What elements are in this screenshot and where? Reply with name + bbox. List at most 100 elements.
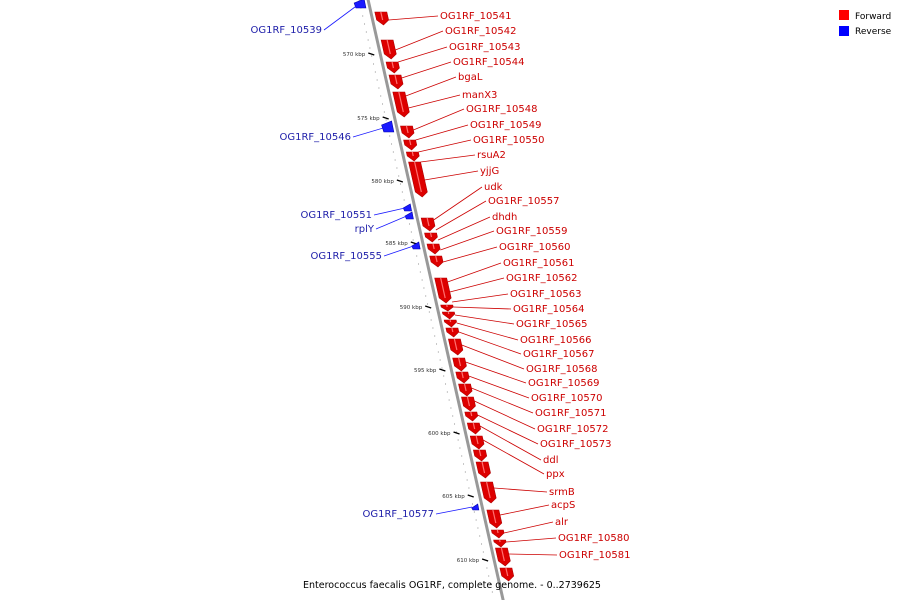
leader-line [437, 216, 491, 241]
map-caption: Enterococcus faecalis OG1RF, complete ge… [303, 580, 601, 591]
ruler-dot [394, 159, 396, 161]
ruler-dot [457, 439, 459, 441]
ruler-dot [468, 487, 470, 489]
leader-line [477, 414, 539, 445]
leader-line [447, 262, 502, 283]
ruler-dot [430, 319, 432, 321]
gene-highlight [380, 11, 384, 21]
tick-label: 580 kbp [371, 179, 394, 185]
ruler-dot [371, 55, 373, 57]
gene-highlight [429, 232, 433, 238]
ruler-dots [358, 0, 493, 593]
gene-label-acps: acpS [551, 500, 575, 511]
ruler-dot [410, 231, 412, 233]
gene-highlight [466, 396, 471, 407]
gene-highlight [458, 357, 462, 367]
ruler-dot [385, 119, 387, 121]
ruler-dot [480, 543, 483, 545]
ruler-dot [428, 311, 430, 313]
gene-highlight [492, 509, 497, 524]
gene-label-og1rf-10571: OG1RF_10571 [535, 408, 607, 419]
leader-line [461, 344, 525, 370]
ruler-dot [372, 63, 375, 65]
gene-highlight [485, 481, 491, 499]
leader-line [395, 30, 444, 51]
forward-strand-track [374, 11, 515, 582]
ruler-dot [448, 399, 450, 401]
ruler-dot [369, 47, 371, 49]
ruler-dot [396, 167, 398, 169]
gene-highlight [451, 327, 454, 333]
gene-label-og1rf-10570: OG1RF_10570 [531, 393, 603, 404]
ruler-dot [367, 39, 369, 41]
forward-gene-block [424, 232, 438, 243]
gene-label-og1rf-10564: OG1RF_10564 [513, 304, 585, 315]
legend: Forward Reverse [839, 10, 892, 37]
ruler-dot [362, 15, 364, 17]
ruler-dot [466, 479, 468, 481]
ruler-dot [419, 271, 421, 273]
ruler-dot [450, 407, 452, 409]
gene-label-og1rf-10551: OG1RF_10551 [301, 210, 373, 221]
ruler-dot [473, 511, 475, 513]
ruler-dot [435, 343, 438, 345]
tick-mark [424, 305, 432, 309]
gene-label-udk: udk [484, 182, 503, 193]
gene-highlight [391, 61, 395, 69]
gene-label-og1rf-10550: OG1RF_10550 [473, 135, 545, 146]
leader-line [373, 207, 406, 216]
leader-line [493, 487, 548, 493]
gene-label-og1rf-10560: OG1RF_10560 [499, 242, 571, 253]
leader-line [499, 504, 550, 516]
gene-highlight [398, 91, 404, 113]
forward-gene-block [491, 529, 505, 539]
ruler-dot [423, 287, 425, 289]
gene-label-og1rf-10542: OG1RF_10542 [445, 26, 517, 37]
forward-gene-block [464, 411, 479, 422]
tick-mark [439, 368, 446, 372]
leader-line [433, 186, 483, 221]
gene-label-bgal: bgaL [458, 72, 483, 83]
ruler-dot [365, 31, 367, 33]
gene-highlight [475, 435, 479, 445]
leader-line [506, 537, 557, 543]
tick-mark [453, 431, 460, 435]
leader-line [388, 15, 439, 21]
tick-mark [382, 116, 389, 120]
ruler-ticks: 570 kbp 575 kbp 580 kbp 585 kbp 590 kbp 595 k… [343, 52, 489, 564]
leader-line [465, 361, 527, 384]
tick-label: 590 kbp [400, 305, 423, 311]
gene-highlight [505, 567, 509, 577]
leader-line [503, 521, 554, 534]
ruler-dot [443, 375, 445, 377]
gene-highlight [386, 39, 391, 55]
tick-label: 600 kbp [428, 431, 451, 437]
leader-line [352, 126, 387, 138]
gene-label-rply: rplY [355, 224, 375, 235]
leader-line [424, 170, 479, 181]
leader-line [508, 553, 558, 556]
ruler-dot [417, 263, 420, 265]
gene-label-og1rf-10555: OG1RF_10555 [311, 251, 383, 262]
ruler-dot [416, 255, 418, 257]
gene-label-yjjg: yjjG [480, 166, 499, 177]
gene-label-srmb: srmB [549, 487, 575, 498]
forward-gene-block [443, 319, 457, 328]
gene-label-og1rf-10573: OG1RF_10573 [540, 439, 612, 450]
gene-highlight [435, 255, 438, 263]
gene-label-manx3: manX3 [462, 90, 497, 101]
leader-line [415, 124, 469, 141]
tick-mark [368, 52, 375, 56]
gene-label-og1rf-10565: OG1RF_10565 [516, 319, 588, 330]
tick-label: 595 kbp [414, 368, 437, 374]
gene-highlight [461, 371, 464, 379]
gene-highlight [409, 139, 412, 146]
ruler-dot [441, 367, 443, 369]
ruler-dot [432, 327, 434, 329]
tick-label: 585 kbp [385, 241, 408, 247]
ruler-dot [477, 527, 479, 529]
forward-gene-block [440, 304, 454, 312]
gene-highlight [472, 422, 476, 430]
ruler-dot [358, 0, 360, 1]
